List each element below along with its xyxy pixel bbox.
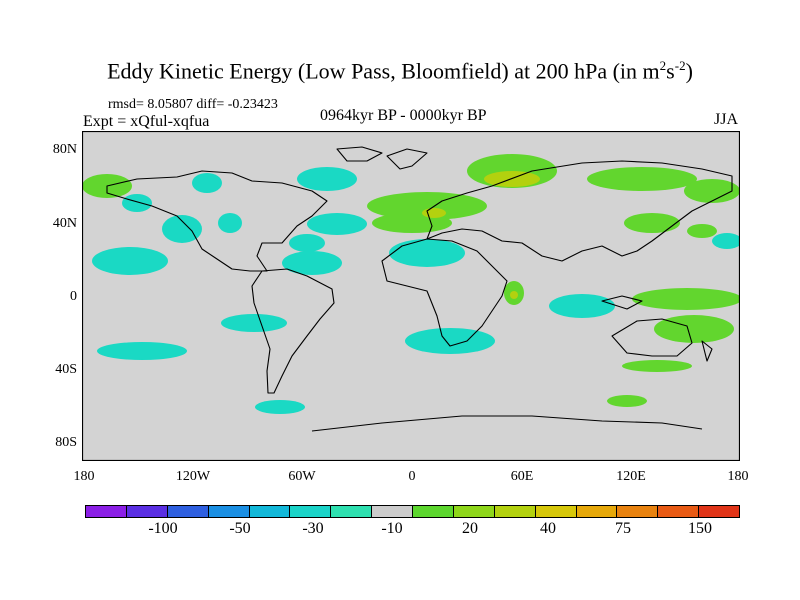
colorbar-box-12 [576, 505, 618, 518]
lon-label-120w: 120W [175, 469, 211, 484]
colorbar-box-2 [167, 505, 209, 518]
lat-label-80n: 80N [52, 142, 77, 157]
colorbar-label-20: 20 [462, 520, 478, 537]
title-s: s [666, 58, 675, 84]
lon-label-60w: 60W [288, 469, 316, 484]
colorbar-box-3 [208, 505, 250, 518]
colorbar-box-15 [699, 505, 740, 518]
colorbar-box-10 [494, 505, 536, 518]
lat-label-40s: 40S [55, 362, 77, 377]
colorbar-box-0 [85, 505, 127, 518]
colorbar-label-minus50: -50 [229, 520, 251, 537]
colorbar-label-150: 150 [688, 520, 712, 537]
lon-label-60e: 60E [510, 469, 534, 484]
lon-label-120e: 120E [616, 469, 646, 484]
colorbar-label-40: 40 [540, 520, 556, 537]
colorbar-label-minus10: -10 [381, 520, 403, 537]
colorbar-box-6 [331, 505, 373, 518]
title-sup-minus2: -2 [674, 58, 686, 73]
colorbar-label-minus100: -100 [148, 520, 178, 537]
colorbar-box-4 [249, 505, 291, 518]
colorbar-box-9 [453, 505, 495, 518]
map-frame [82, 131, 740, 461]
period-label: 0964kyr BP - 0000kyr BP [320, 107, 487, 124]
colorbar-box-7 [372, 505, 413, 518]
colorbar-box-1 [126, 505, 168, 518]
title-sup-2: 2 [659, 58, 667, 73]
experiment-label: Expt = xQful-xqfua [83, 113, 210, 130]
lon-label-180w: 180 [73, 469, 95, 484]
lon-label-0: 0 [408, 469, 416, 484]
colorbar-box-13 [617, 505, 659, 518]
colorbar-label-75: 75 [615, 520, 631, 537]
colorbar-box-5 [290, 505, 332, 518]
coastlines [106, 146, 733, 432]
map-plot [82, 131, 740, 461]
lat-label-0: 0 [70, 289, 77, 304]
lon-label-180e: 180 [727, 469, 749, 484]
colorbar-box-8 [413, 505, 454, 518]
anomaly-cyan-regions [92, 167, 740, 414]
season-label: JJA [714, 111, 739, 128]
lat-label-40n: 40N [52, 216, 77, 231]
colorbar-box-11 [535, 505, 577, 518]
colorbar [85, 505, 740, 518]
lat-label-80s: 80S [55, 435, 77, 450]
colorbar-label-minus30: -30 [302, 520, 324, 537]
colorbar-box-14 [658, 505, 700, 518]
chart-title: Eddy Kinetic Energy (Low Pass, Bloomfiel… [0, 58, 800, 84]
title-end: ) [685, 58, 693, 84]
stats-label: rmsd= 8.05807 diff= -0.23423 [108, 97, 278, 112]
title-main: Eddy Kinetic Energy (Low Pass, Bloomfiel… [107, 58, 660, 84]
